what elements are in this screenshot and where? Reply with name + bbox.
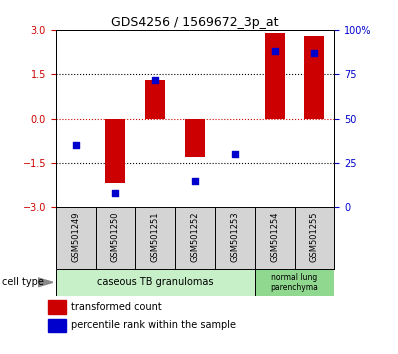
- Point: [152, 77, 158, 82]
- Bar: [265, 33, 285, 119]
- Bar: [48, 300, 66, 314]
- Text: GSM501254: GSM501254: [270, 212, 279, 262]
- Title: GDS4256 / 1569672_3p_at: GDS4256 / 1569672_3p_at: [111, 16, 279, 29]
- Bar: [105, 119, 125, 183]
- Bar: [185, 119, 205, 157]
- Text: transformed count: transformed count: [71, 302, 162, 312]
- Point: [112, 190, 119, 196]
- Text: caseous TB granulomas: caseous TB granulomas: [97, 277, 213, 287]
- Text: GSM501249: GSM501249: [71, 212, 80, 262]
- Text: GSM501255: GSM501255: [310, 212, 319, 262]
- Bar: [56, 269, 255, 296]
- Bar: [255, 269, 334, 296]
- Point: [311, 50, 318, 56]
- Text: percentile rank within the sample: percentile rank within the sample: [71, 320, 236, 330]
- Point: [192, 178, 198, 183]
- Text: GSM501250: GSM501250: [111, 212, 120, 262]
- Text: normal lung
parenchyma: normal lung parenchyma: [271, 273, 318, 292]
- Point: [271, 48, 278, 54]
- Text: GSM501251: GSM501251: [151, 212, 160, 262]
- Text: GSM501252: GSM501252: [191, 212, 199, 262]
- Text: GSM501253: GSM501253: [230, 211, 239, 262]
- Point: [72, 142, 79, 148]
- Polygon shape: [38, 278, 53, 287]
- Text: cell type: cell type: [2, 277, 44, 287]
- Bar: [145, 80, 165, 119]
- Bar: [304, 36, 324, 119]
- Point: [232, 151, 238, 157]
- Bar: [48, 319, 66, 332]
